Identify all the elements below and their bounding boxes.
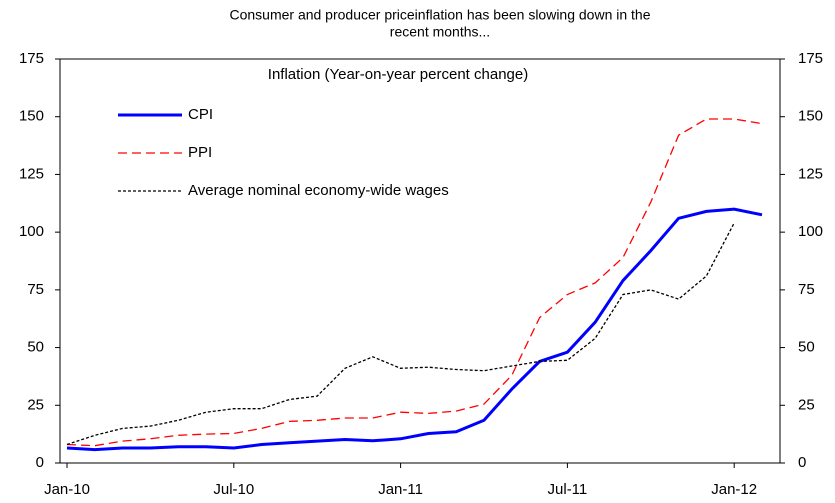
- line-series: [66, 118, 763, 447]
- y2-tick-label: 150: [798, 108, 823, 125]
- y-tick-label: 150: [19, 108, 44, 125]
- y-tick-label: 100: [19, 223, 44, 240]
- y-tick-label: 25: [27, 396, 44, 413]
- y2-tick-label: 175: [798, 50, 823, 67]
- y2-tick-label: 50: [798, 339, 815, 356]
- chart-title: recent months...: [390, 24, 490, 40]
- line-series: [66, 222, 735, 446]
- x-tick-label: Jul-10: [213, 481, 254, 498]
- y2-tick-label: 75: [798, 281, 815, 298]
- legend-title: Inflation (Year-on-year percent change): [268, 66, 528, 83]
- y-tick-label: 50: [27, 339, 44, 356]
- plot-frame: [59, 58, 781, 464]
- y2-tick-label: 125: [798, 165, 823, 182]
- x-tick-label: Jan-10: [44, 481, 90, 498]
- y2-tick-label: 0: [798, 454, 806, 471]
- legend-label: PPI: [188, 144, 212, 161]
- x-tick-label: Jan-12: [711, 481, 757, 498]
- x-tick-label: Jan-11: [378, 481, 423, 498]
- y-tick-label: 125: [19, 165, 44, 182]
- chart-title: Consumer and producer priceinflation has…: [229, 7, 650, 23]
- y2-tick-label: 25: [798, 396, 815, 413]
- y-tick-label: 0: [36, 454, 44, 471]
- legend-label: CPI: [188, 106, 213, 123]
- legend-label: Average nominal economy-wide wages: [188, 182, 449, 199]
- x-tick-label: Jul-11: [548, 481, 588, 498]
- y-tick-label: 175: [19, 50, 44, 67]
- line-series: [66, 207, 763, 452]
- y-tick-label: 75: [27, 281, 44, 298]
- y2-tick-label: 100: [798, 223, 823, 240]
